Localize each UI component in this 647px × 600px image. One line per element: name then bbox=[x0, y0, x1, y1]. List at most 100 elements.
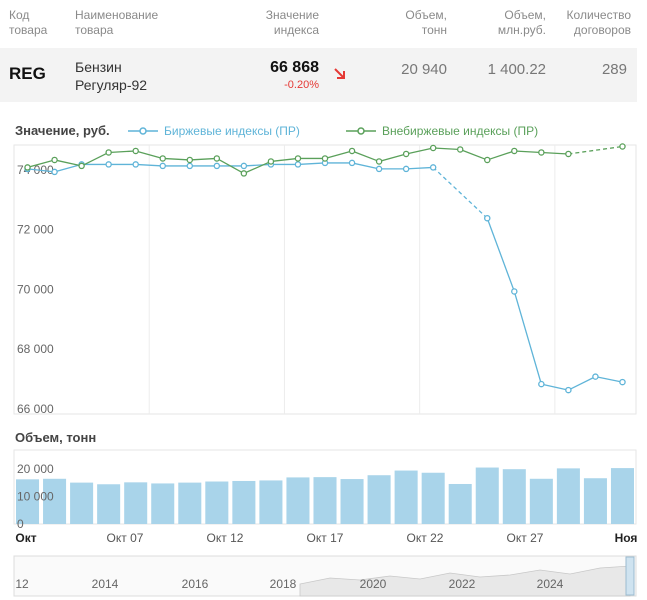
table-header: Код товара Наименование товара Значение … bbox=[0, 0, 637, 46]
series-0-segment bbox=[568, 376, 596, 391]
series-0-point[interactable] bbox=[51, 168, 58, 176]
series-0-point[interactable] bbox=[538, 380, 545, 388]
series-1-point[interactable] bbox=[402, 150, 410, 158]
series-0-segment bbox=[27, 168, 55, 173]
volume-bar[interactable] bbox=[178, 482, 202, 524]
series-0-point[interactable] bbox=[592, 373, 599, 380]
series-1-point[interactable] bbox=[240, 170, 248, 177]
volume-bar[interactable] bbox=[448, 483, 472, 524]
volume-bar[interactable] bbox=[367, 475, 391, 524]
chart-legend: Значение, руб. Биржевые индексы (ПР) Вне… bbox=[15, 123, 538, 138]
series-1-point[interactable] bbox=[484, 156, 491, 164]
volume-bar[interactable] bbox=[529, 478, 553, 524]
volume-bar[interactable] bbox=[232, 480, 256, 524]
navigator-year-label: 2016 bbox=[182, 577, 209, 591]
series-1-point[interactable] bbox=[105, 149, 112, 156]
series-0-point[interactable] bbox=[186, 162, 194, 170]
series-1-point[interactable] bbox=[538, 149, 545, 156]
series-1-segment bbox=[81, 151, 109, 167]
range-navigator[interactable]: 12 2014 2016 2018 2020 2022 2024 bbox=[13, 555, 637, 597]
series-0-segment bbox=[297, 162, 326, 166]
series-0-segment bbox=[432, 166, 488, 219]
date-tick-label: Окт 12 bbox=[207, 531, 244, 545]
volume-bar[interactable] bbox=[421, 472, 445, 524]
volume-tick-label: 10 000 bbox=[17, 490, 54, 504]
price-tick-label: 70 000 bbox=[17, 282, 54, 296]
table-row[interactable]: REG Бензин Регуляр-92 66 868 -0.20% 20 9… bbox=[0, 48, 637, 102]
series-1-point[interactable] bbox=[619, 143, 626, 150]
series-1-point[interactable] bbox=[456, 146, 464, 153]
volume-bar[interactable] bbox=[556, 468, 580, 524]
navigator-handle[interactable] bbox=[625, 556, 635, 596]
series-1-point[interactable] bbox=[294, 155, 302, 162]
volume-bar[interactable] bbox=[475, 467, 499, 524]
price-tick-label: 66 000 bbox=[17, 402, 54, 416]
date-tick-label: Окт 22 bbox=[407, 531, 444, 545]
volume-axis-title: Объем, тонн bbox=[15, 430, 96, 445]
series-1-point[interactable] bbox=[51, 156, 58, 164]
series-1-point[interactable] bbox=[511, 147, 518, 155]
volume-bar[interactable] bbox=[205, 481, 229, 524]
series-1-segment bbox=[27, 159, 55, 169]
price-plot-area bbox=[13, 144, 637, 415]
volume-bar[interactable] bbox=[313, 477, 337, 524]
volume-bar[interactable] bbox=[70, 482, 94, 524]
legend-otc-label[interactable]: Внебиржевые индексы (ПР) bbox=[382, 124, 538, 138]
series-1-point[interactable] bbox=[213, 155, 221, 162]
series-1-point[interactable] bbox=[132, 147, 139, 155]
series-0-point[interactable] bbox=[565, 386, 572, 394]
series-0-point[interactable] bbox=[402, 165, 410, 173]
volume-bar[interactable] bbox=[43, 478, 67, 524]
series-0-point[interactable] bbox=[294, 161, 302, 168]
series-1-point[interactable] bbox=[565, 150, 572, 158]
index-chart[interactable]: Значение, руб. Биржевые индексы (ПР) Вне… bbox=[0, 110, 647, 600]
series-0-point[interactable] bbox=[132, 161, 139, 168]
volume-tick-label: 20 000 bbox=[17, 462, 54, 476]
series-0-point[interactable] bbox=[213, 162, 221, 170]
header-volume-rub: Объем, млн.руб. bbox=[497, 8, 546, 37]
series-0-point[interactable] bbox=[348, 159, 356, 167]
series-0-point[interactable] bbox=[619, 378, 626, 386]
volume-bar[interactable] bbox=[502, 469, 526, 524]
volume-bar[interactable] bbox=[16, 479, 40, 524]
series-1-segment bbox=[433, 147, 461, 151]
series-1-segment bbox=[270, 157, 299, 163]
volume-bar[interactable] bbox=[610, 468, 634, 524]
series-1-point[interactable] bbox=[321, 155, 329, 162]
series-0-segment bbox=[406, 166, 434, 170]
volume-bar[interactable] bbox=[124, 482, 148, 524]
series-0-point[interactable] bbox=[105, 161, 112, 168]
volume-bar[interactable] bbox=[286, 477, 310, 524]
series-0-segment bbox=[54, 163, 82, 173]
date-tick-label: Окт 27 bbox=[507, 531, 544, 545]
series-0-point[interactable] bbox=[429, 164, 437, 171]
price-axis-title: Значение, руб. bbox=[15, 123, 110, 138]
legend-exchange-label[interactable]: Биржевые индексы (ПР) bbox=[164, 124, 300, 138]
series-1-segment bbox=[243, 160, 272, 174]
series-1-point[interactable] bbox=[375, 158, 383, 165]
volume-bar[interactable] bbox=[97, 484, 121, 524]
volume-bar[interactable] bbox=[340, 479, 364, 524]
series-1-segment bbox=[324, 150, 353, 160]
series-1-point[interactable] bbox=[348, 147, 356, 155]
navigator-year-label: 2020 bbox=[360, 577, 387, 591]
series-1-point[interactable] bbox=[24, 164, 31, 171]
series-0-point[interactable] bbox=[511, 288, 518, 295]
series-0-point[interactable] bbox=[240, 162, 248, 170]
series-1-point[interactable] bbox=[429, 144, 437, 152]
series-1-point[interactable] bbox=[267, 158, 275, 165]
legend-exchange-marker bbox=[139, 127, 147, 135]
series-1-point[interactable] bbox=[78, 162, 85, 170]
contracts-count: 289 bbox=[601, 61, 627, 78]
series-1-point[interactable] bbox=[186, 156, 194, 164]
volume-tick-label: 0 bbox=[17, 517, 24, 531]
volume-bar[interactable] bbox=[151, 483, 175, 524]
series-0-point[interactable] bbox=[159, 162, 166, 170]
series-0-point[interactable] bbox=[484, 214, 491, 222]
product-code[interactable]: REG bbox=[9, 64, 46, 83]
volume-bar[interactable] bbox=[394, 470, 418, 524]
series-1-point[interactable] bbox=[159, 155, 166, 162]
volume-bar[interactable] bbox=[259, 480, 283, 524]
volume-bar[interactable] bbox=[583, 478, 607, 524]
series-0-point[interactable] bbox=[375, 165, 383, 173]
